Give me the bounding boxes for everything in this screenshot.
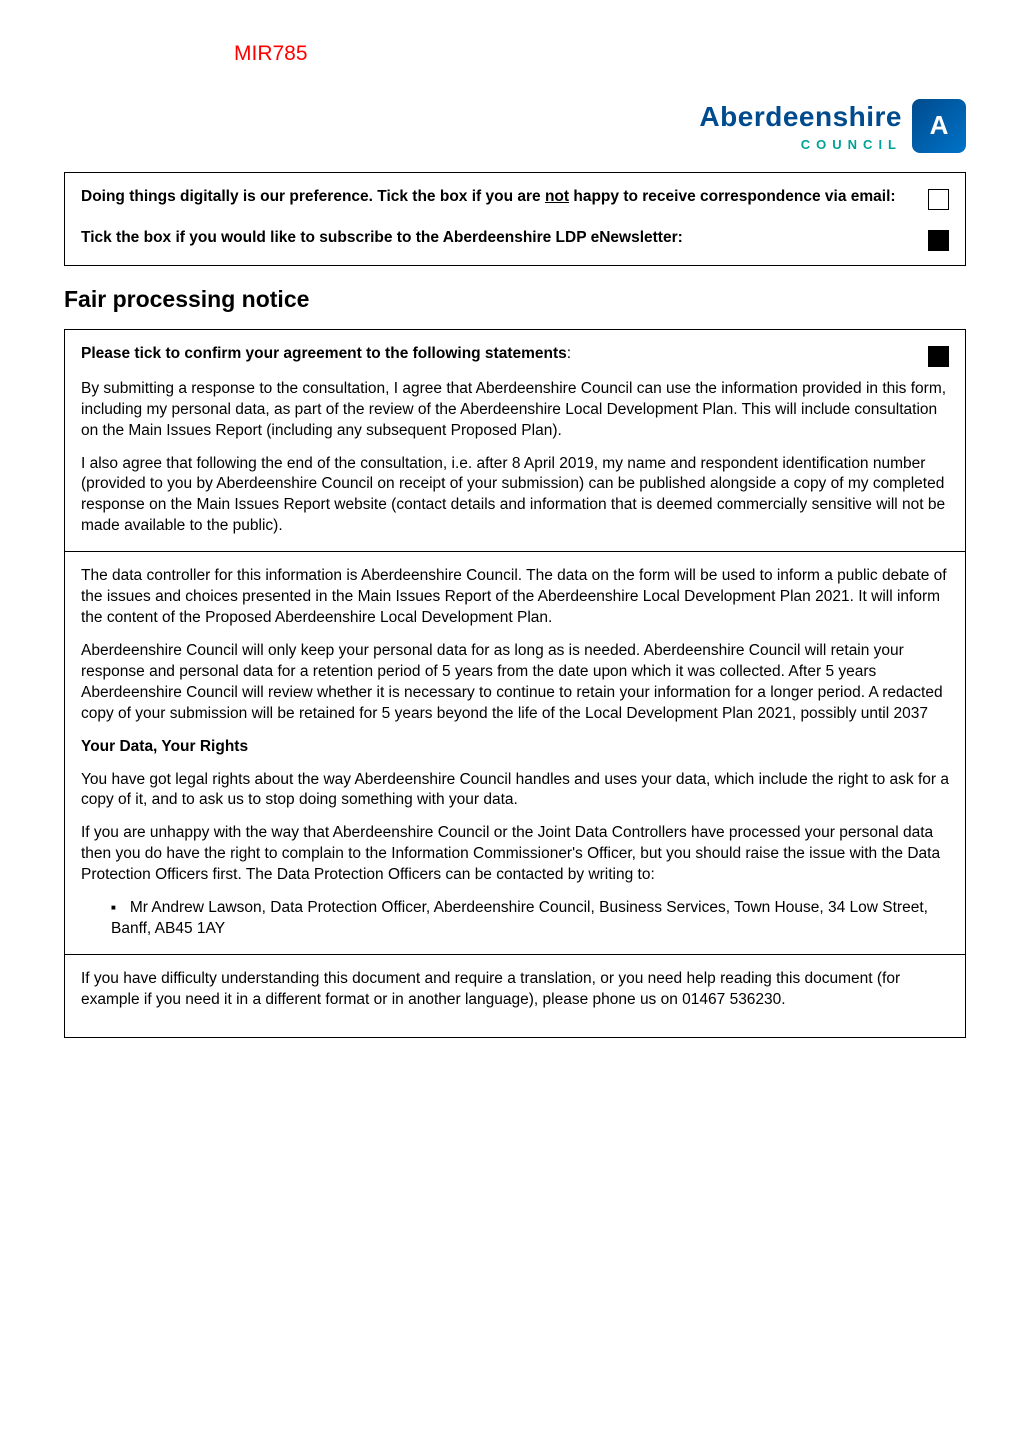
brand-name: Aberdeenshire — [699, 98, 902, 136]
confirm-row: Please tick to confirm your agreement to… — [81, 344, 949, 367]
consent-para-1: By submitting a response to the consulta… — [81, 379, 949, 442]
controller-para-1: The data controller for this information… — [81, 566, 949, 629]
divider — [65, 551, 965, 552]
confirm-label: Please tick to confirm your agreement to… — [81, 344, 571, 365]
brand-text: Aberdeenshire COUNCIL — [699, 98, 902, 153]
email-opt-out-text-a: Doing things digitally is our preference… — [81, 188, 545, 205]
dpo-contact-list: Mr Andrew Lawson, Data Protection Office… — [111, 898, 949, 940]
rights-para-2: If you are unhappy with the way that Abe… — [81, 823, 949, 886]
brand-header: Aberdeenshire COUNCIL A — [64, 98, 966, 153]
rights-para-1: You have got legal rights about the way … — [81, 770, 949, 812]
accessibility-para: If you have difficulty understanding thi… — [81, 969, 949, 1011]
newsletter-row: Tick the box if you would like to subscr… — [81, 228, 949, 251]
email-opt-out-underline: not — [545, 188, 569, 205]
dpo-contact-item: Mr Andrew Lawson, Data Protection Office… — [111, 898, 949, 940]
newsletter-checkbox[interactable] — [928, 230, 949, 251]
brand-sub: COUNCIL — [699, 136, 902, 154]
preferences-box: Doing things digitally is our preference… — [64, 172, 966, 266]
fair-processing-box: Please tick to confirm your agreement to… — [64, 329, 966, 1038]
section-title: Fair processing notice — [64, 284, 966, 315]
rights-heading: Your Data, Your Rights — [81, 737, 949, 758]
confirm-text: Please tick to confirm your agreement to… — [81, 345, 567, 362]
newsletter-label: Tick the box if you would like to subscr… — [81, 228, 683, 249]
email-opt-out-row: Doing things digitally is our preference… — [81, 187, 949, 210]
doc-id-label: MIR785 — [234, 40, 966, 68]
divider-2 — [65, 954, 965, 955]
consent-para-2: I also agree that following the end of t… — [81, 454, 949, 538]
confirm-checkbox[interactable] — [928, 346, 949, 367]
email-opt-out-label: Doing things digitally is our preference… — [81, 187, 896, 208]
email-opt-out-text-b: happy to receive correspondence via emai… — [569, 188, 896, 205]
brand-logo-icon: A — [912, 99, 966, 153]
controller-para-2: Aberdeenshire Council will only keep you… — [81, 641, 949, 725]
email-opt-out-checkbox[interactable] — [928, 189, 949, 210]
